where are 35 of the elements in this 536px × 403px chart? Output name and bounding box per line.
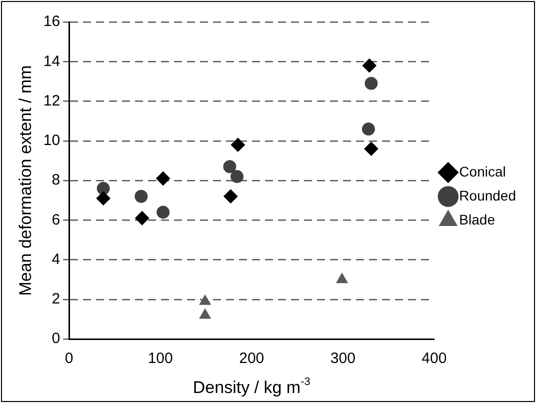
y-axis-title: Mean deformation extent / mm	[16, 65, 35, 296]
y-tick-label: 4	[52, 250, 60, 268]
y-tick-label: 12	[43, 92, 60, 110]
legend-label: Blade	[459, 211, 496, 228]
x-tick-label: 400	[422, 350, 447, 368]
point	[96, 191, 110, 206]
point	[230, 170, 244, 184]
y-tick-label: 16	[43, 13, 60, 30]
y-tick-label: 8	[52, 172, 60, 189]
point	[135, 211, 150, 226]
point	[362, 122, 375, 136]
point	[224, 189, 238, 204]
x-tick-label: 0	[64, 350, 74, 368]
point	[336, 273, 348, 284]
x-tick-label: 300	[330, 350, 356, 368]
point	[230, 138, 245, 152]
point	[199, 308, 211, 319]
point	[223, 160, 236, 174]
legend-label: Rounded	[459, 187, 516, 204]
point	[364, 142, 378, 156]
y-tick-label: 10	[43, 132, 60, 150]
point	[156, 172, 170, 186]
point	[156, 206, 170, 219]
x-tick-label: 200	[239, 350, 264, 368]
y-tick-label: 2	[52, 290, 60, 308]
legend-label: Conical	[459, 163, 506, 180]
point	[362, 58, 376, 73]
point	[199, 294, 211, 305]
y-tick-label: 14	[43, 52, 60, 70]
x-tick-label: 100	[148, 350, 173, 368]
y-tick-label: 6	[52, 211, 60, 228]
point	[364, 76, 378, 90]
y-tick-label: 0	[52, 330, 60, 348]
point	[134, 190, 148, 203]
point	[96, 182, 110, 195]
